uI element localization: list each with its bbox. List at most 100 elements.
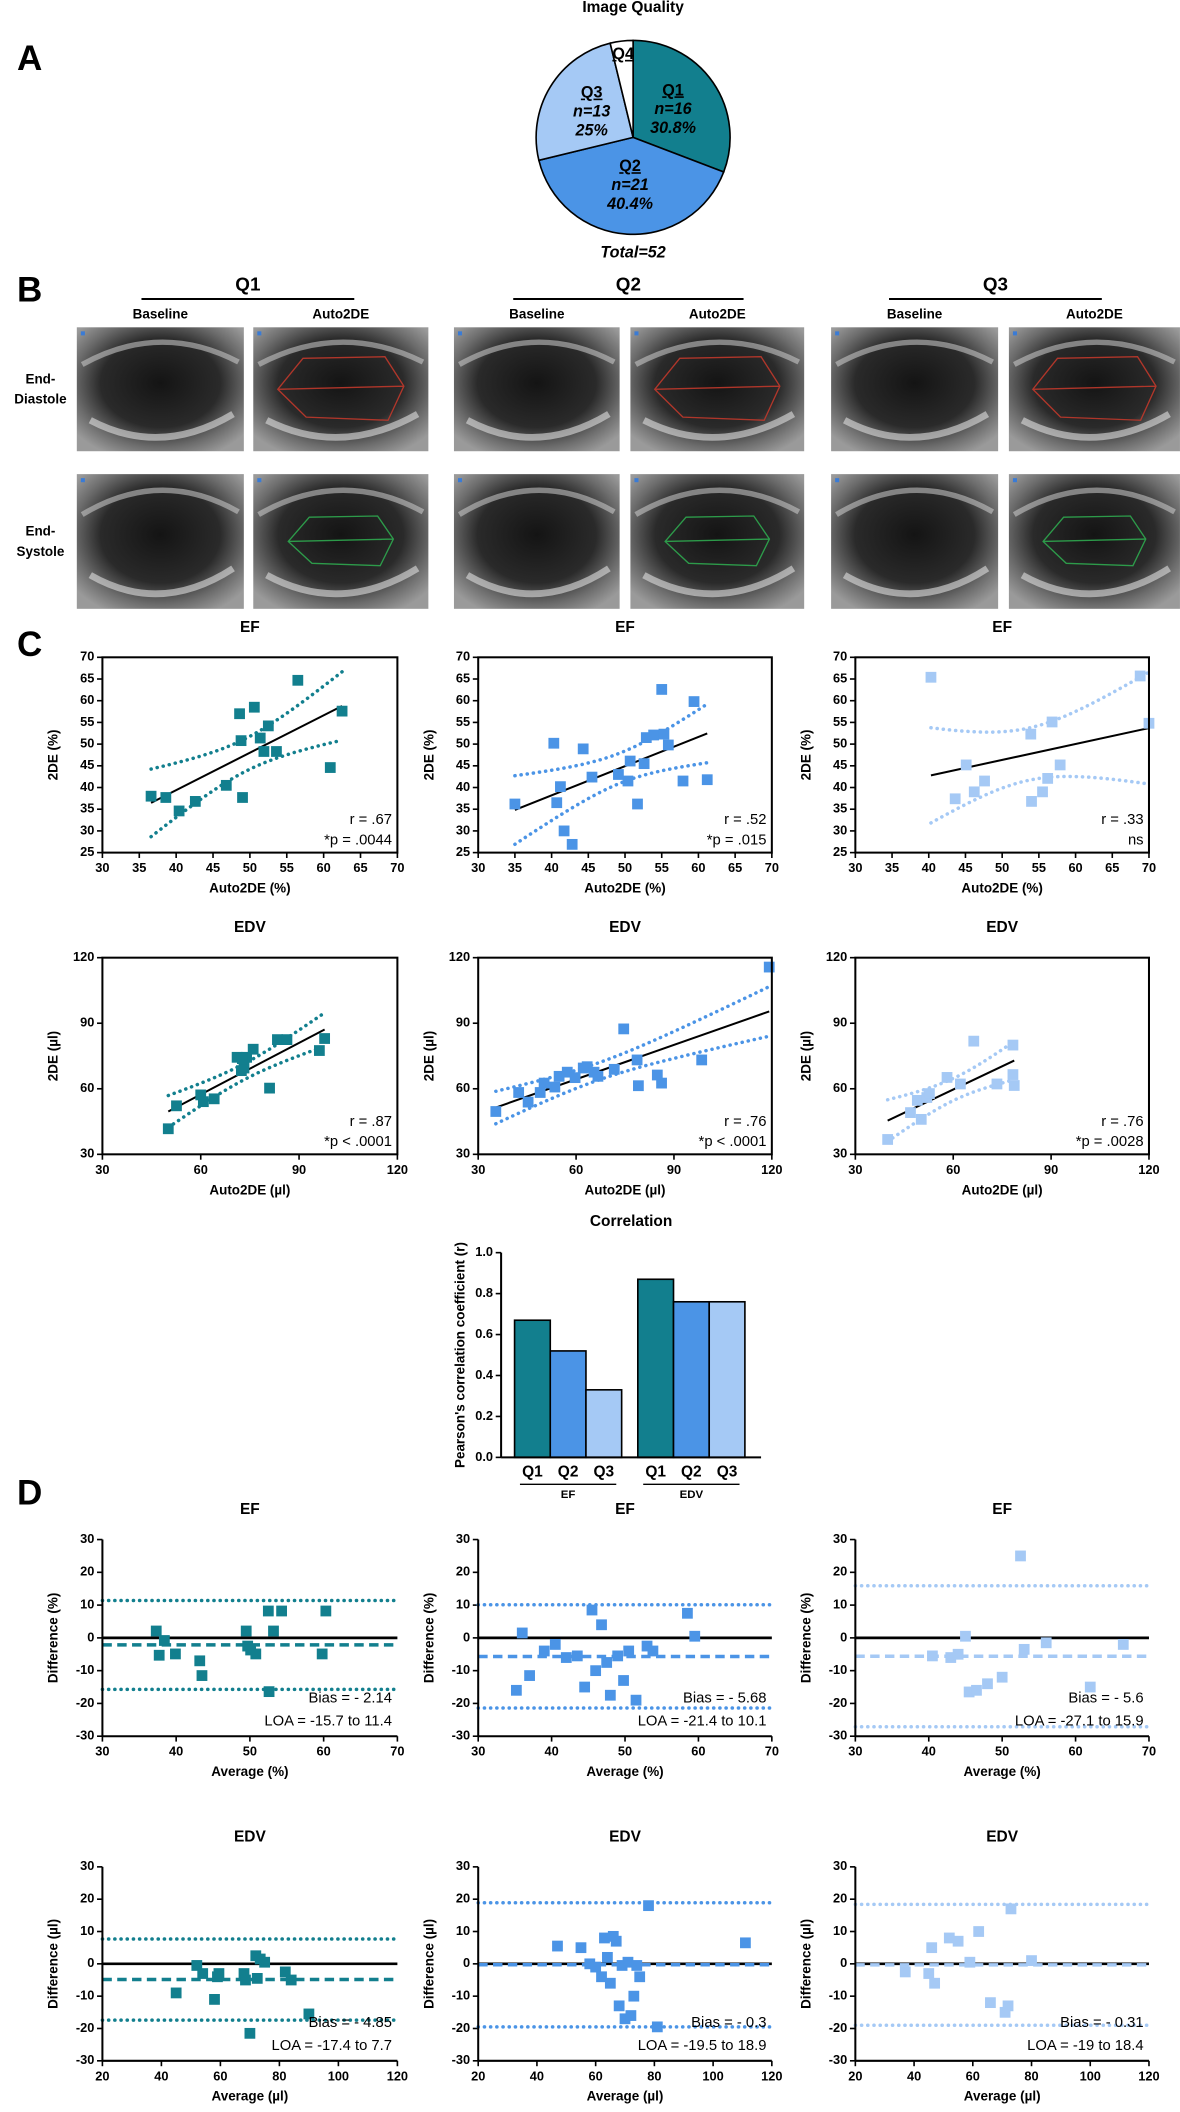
myocardium — [457, 487, 616, 517]
y-tick-label: -20 — [76, 2020, 94, 2035]
point — [960, 759, 972, 771]
column-label: Baseline — [509, 307, 565, 322]
x-tick-label: 30 — [471, 1744, 485, 1759]
chart-title: EDV — [986, 1828, 1018, 1845]
bias-label: Bias = - 4.85 — [309, 2015, 393, 2031]
y-tick-label: 0.2 — [475, 1408, 493, 1423]
point — [208, 1093, 220, 1105]
x-tick-label: 55 — [655, 860, 669, 875]
confidence-band — [929, 774, 1149, 825]
y-axis-label: Difference (%) — [45, 1593, 60, 1683]
point — [643, 1900, 654, 1912]
x-tick-label: 120 — [387, 2068, 408, 2083]
chart-title: EF — [240, 1501, 260, 1518]
point — [584, 1958, 596, 1970]
point — [319, 1033, 331, 1044]
myocardium — [1020, 411, 1171, 441]
bar-label: Q2 — [681, 1463, 702, 1480]
y-tick-label: 30 — [456, 1858, 470, 1873]
point — [590, 1665, 602, 1677]
pie-slice — [632, 39, 731, 173]
row-label: End- — [26, 371, 56, 386]
point — [197, 1968, 209, 1979]
x-tick-label: 30 — [848, 1162, 862, 1177]
point — [926, 1942, 938, 1954]
x-tick-label: 60 — [317, 1744, 331, 1759]
slice-count: n=21 — [611, 176, 648, 194]
point — [641, 1640, 653, 1652]
y-tick-label: -30 — [829, 2052, 847, 2067]
y-tick-label: 40 — [80, 779, 94, 794]
x-axis-label: Auto2DE (µl) — [209, 1182, 290, 1197]
y-tick-label: 0 — [840, 1629, 847, 1644]
point — [1005, 1903, 1017, 1915]
point — [316, 1648, 328, 1660]
x-tick-label: 90 — [667, 1162, 681, 1177]
point — [238, 1968, 250, 1979]
y-tick-label: -10 — [76, 1988, 94, 2003]
point — [538, 1645, 550, 1657]
slice-percent: 40.4% — [606, 195, 653, 213]
point — [982, 1678, 993, 1690]
point — [513, 1087, 525, 1098]
echo-image — [453, 327, 620, 452]
point — [248, 701, 260, 713]
confidence-band — [149, 738, 344, 839]
point — [624, 755, 636, 767]
point — [320, 1605, 332, 1617]
point — [616, 1960, 628, 1971]
auto-contour — [287, 515, 395, 567]
point — [1008, 1080, 1020, 1091]
myocardium — [458, 339, 616, 367]
point — [548, 737, 560, 749]
myocardium — [265, 411, 420, 441]
point — [740, 1937, 751, 1949]
point — [549, 1639, 561, 1650]
point — [524, 1670, 535, 1681]
myocardium — [257, 339, 425, 367]
column-label: Baseline — [887, 307, 943, 322]
point — [258, 746, 270, 757]
point — [581, 1061, 593, 1073]
chart-title: EF — [615, 619, 635, 636]
point — [254, 732, 266, 744]
point — [640, 732, 652, 743]
annotation: r = .52 — [724, 812, 766, 828]
y-tick-label: 90 — [833, 1015, 847, 1030]
point — [763, 961, 775, 973]
point — [1084, 1681, 1096, 1693]
point — [247, 1043, 259, 1055]
point — [250, 1648, 262, 1660]
confidence-band — [929, 670, 1149, 734]
x-tick-label: 60 — [317, 860, 331, 875]
x-tick-label: 45 — [581, 860, 595, 875]
y-tick-label: 120 — [73, 949, 94, 964]
chart-title: EDV — [234, 919, 266, 936]
confidence-band — [166, 1044, 327, 1130]
point — [303, 2008, 315, 2020]
auto-contour — [1031, 356, 1157, 421]
myocardium — [88, 565, 235, 598]
point — [630, 1694, 642, 1706]
myocardium — [465, 411, 611, 441]
x-tick-label: 35 — [885, 860, 899, 875]
y-tick-label: 90 — [80, 1015, 94, 1030]
annotation: r = .76 — [724, 1114, 766, 1130]
point — [553, 1070, 565, 1082]
point — [971, 1684, 982, 1696]
point — [558, 825, 570, 837]
y-tick-label: 20 — [80, 1564, 94, 1579]
point — [991, 1078, 1003, 1090]
plot-frame — [854, 956, 1150, 1156]
myocardium — [265, 565, 420, 598]
point — [985, 1997, 996, 2009]
loa-label: LOA = -21.4 to 10.1 — [638, 1713, 767, 1729]
x-tick-label: 60 — [213, 2068, 227, 2083]
slice-name: Q2 — [619, 157, 641, 175]
point — [566, 838, 578, 850]
x-tick-label: 50 — [995, 860, 1009, 875]
point — [162, 1123, 174, 1135]
point — [196, 1670, 208, 1681]
point — [905, 1107, 916, 1118]
point — [522, 1096, 534, 1108]
